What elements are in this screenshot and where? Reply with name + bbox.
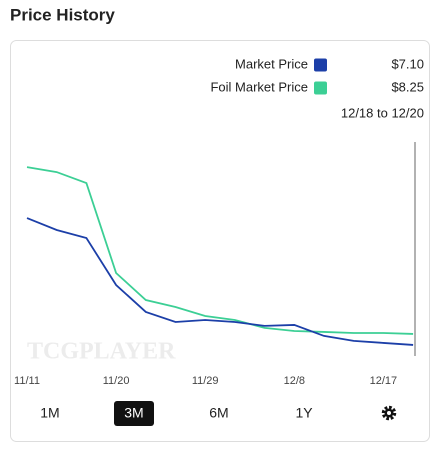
legend-price: $7.10 xyxy=(391,56,424,71)
x-tick-label: 12/17 xyxy=(370,375,398,387)
x-tick-label: 11/29 xyxy=(192,375,219,387)
price-line xyxy=(26,166,414,335)
settings-icon[interactable] xyxy=(381,405,397,421)
legend-price: $8.25 xyxy=(391,79,424,94)
range-button[interactable]: 1M xyxy=(40,405,59,421)
date-range: 12/18 to 12/20 xyxy=(341,105,424,120)
range-button-bg[interactable] xyxy=(114,401,154,426)
x-tick-label: 11/11 xyxy=(14,375,40,387)
legend-swatch xyxy=(314,58,327,72)
x-tick-label: 12/8 xyxy=(284,375,305,387)
range-button[interactable]: 3M xyxy=(124,405,143,421)
legend-label: Foil Market Price xyxy=(210,79,308,94)
watermark: TCGPLAYER xyxy=(27,339,176,365)
card xyxy=(10,40,430,442)
widget-title: Price History xyxy=(10,5,115,24)
legend-label: Market Price xyxy=(235,56,308,71)
price-line xyxy=(26,217,414,346)
legend-swatch xyxy=(314,81,327,95)
range-button[interactable]: 6M xyxy=(209,405,228,421)
range-button[interactable]: 1Y xyxy=(295,405,313,421)
x-tick-label: 11/20 xyxy=(103,375,130,387)
